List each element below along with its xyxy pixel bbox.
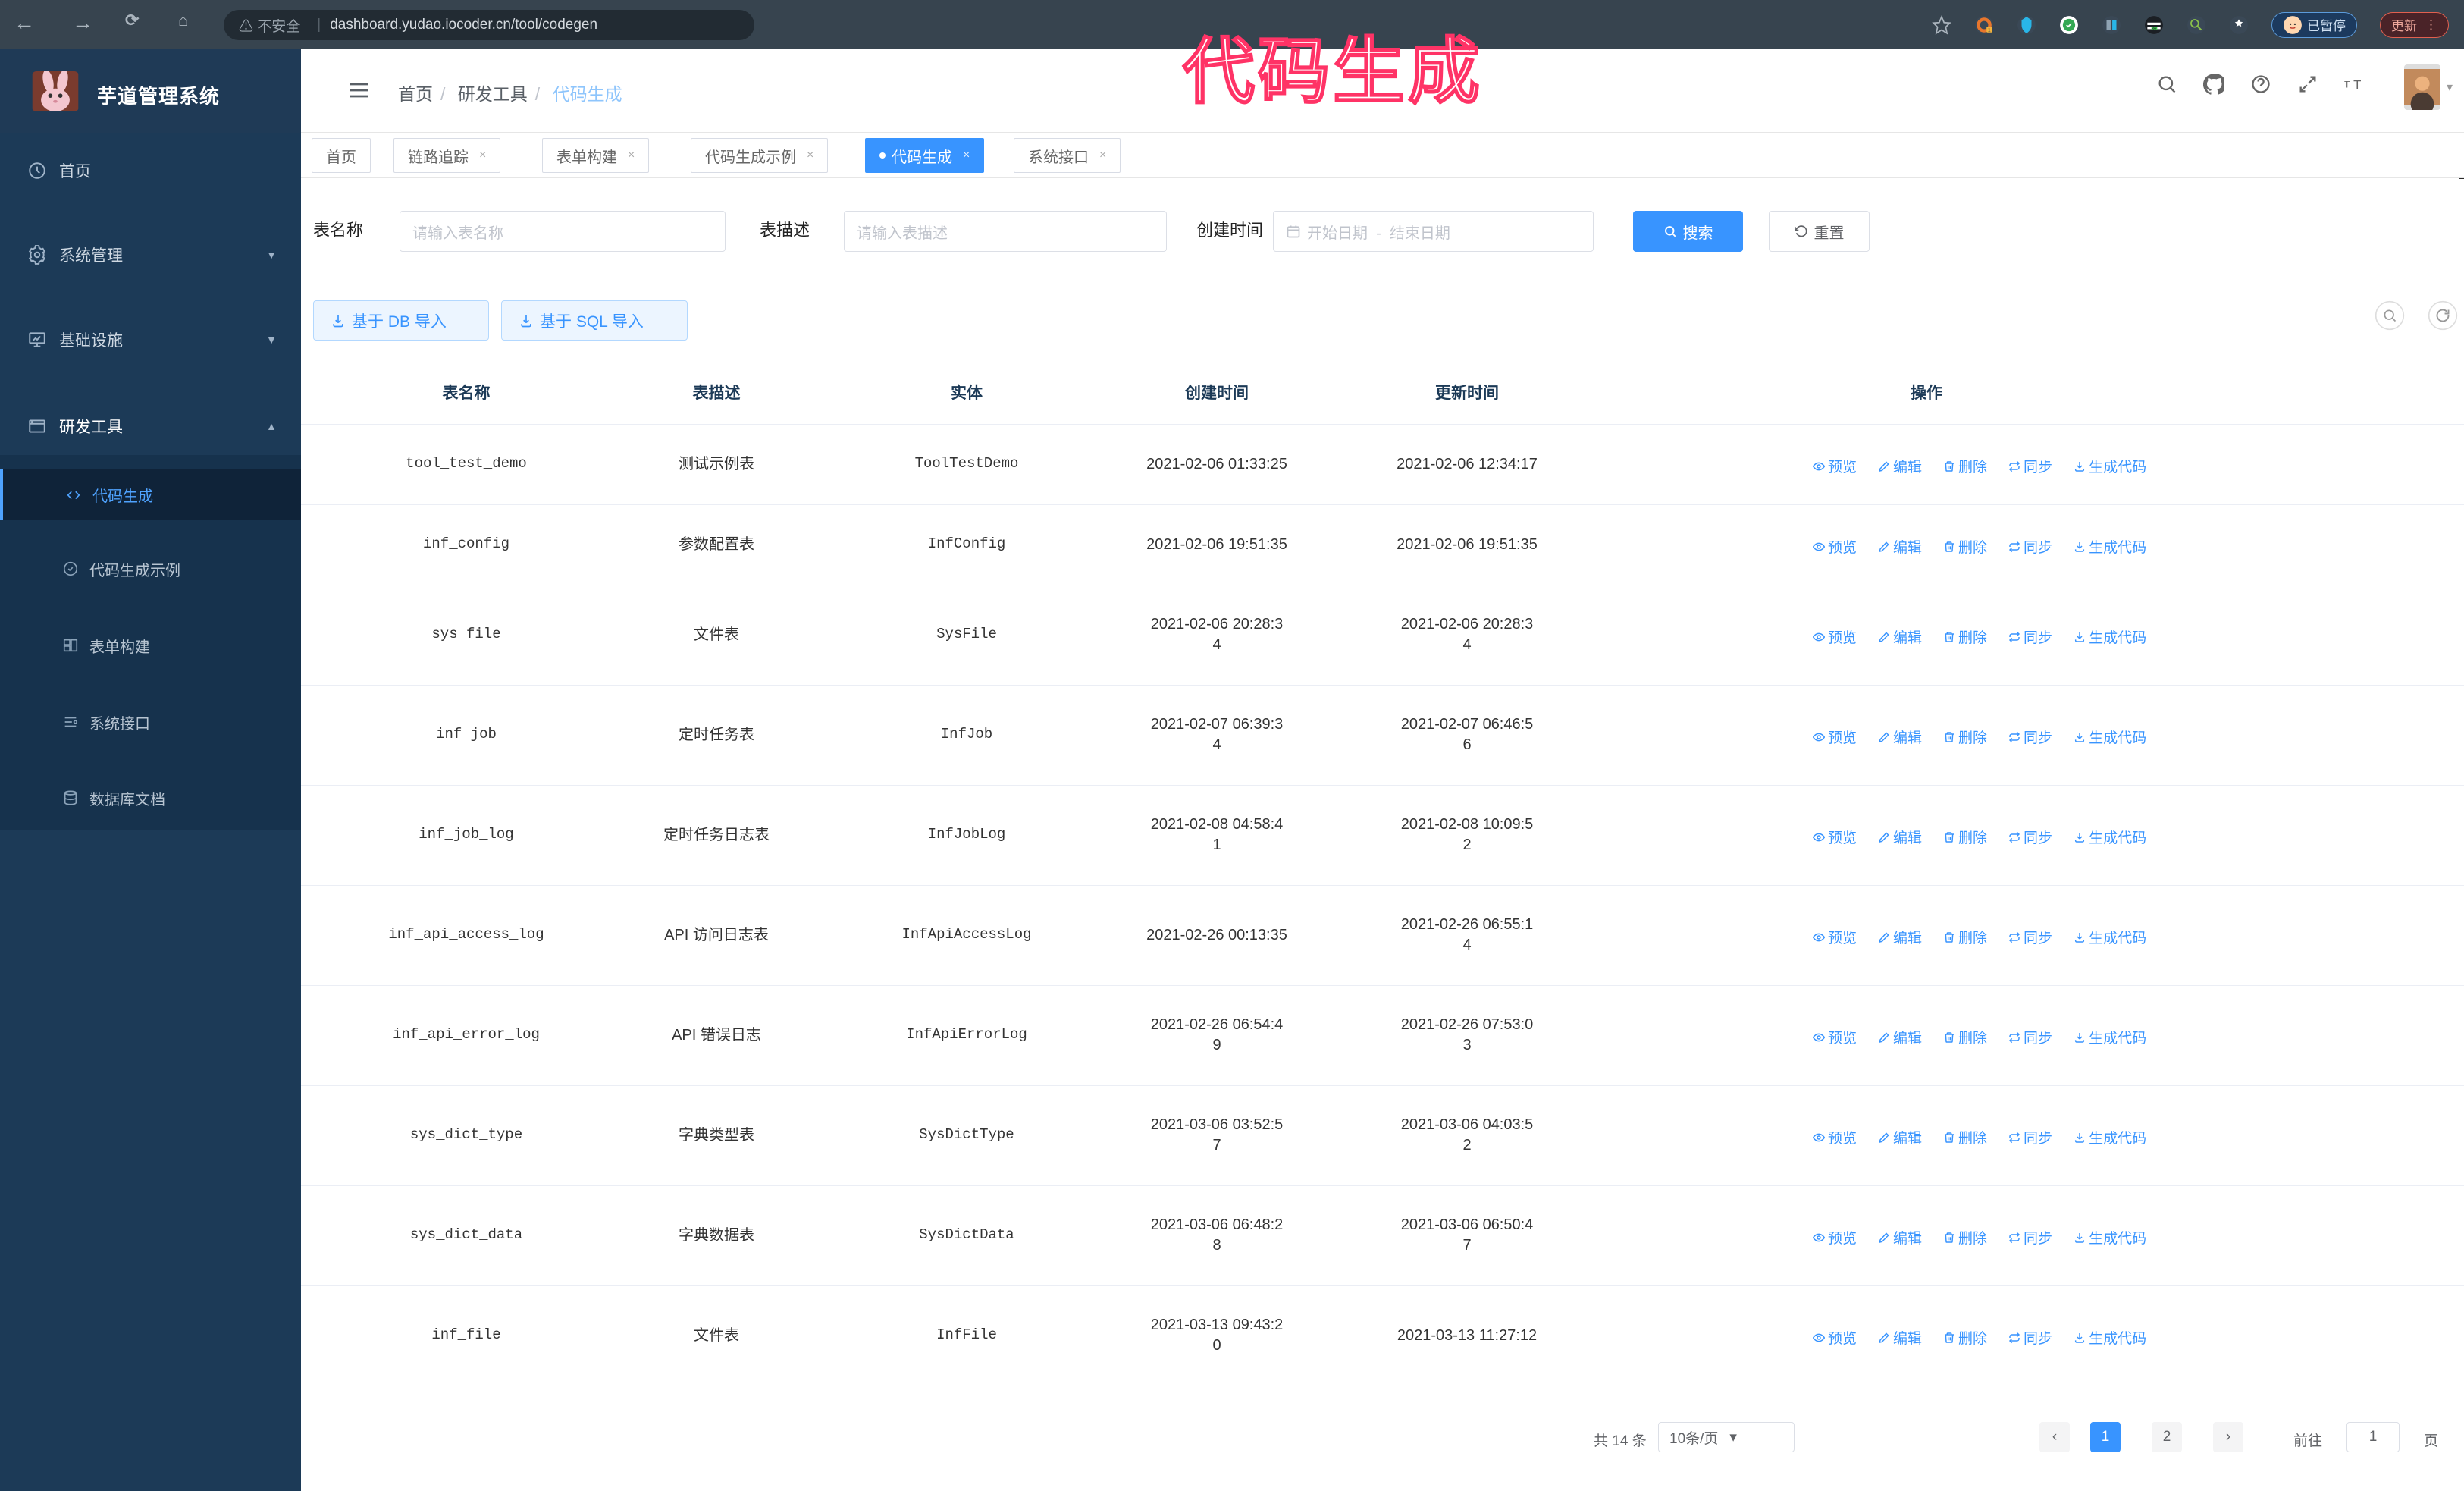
svg-text:on: on	[2152, 27, 2156, 30]
svg-text:T: T	[2344, 80, 2350, 90]
svg-text:1: 1	[1988, 27, 1991, 33]
svg-text:T: T	[2353, 78, 2361, 93]
